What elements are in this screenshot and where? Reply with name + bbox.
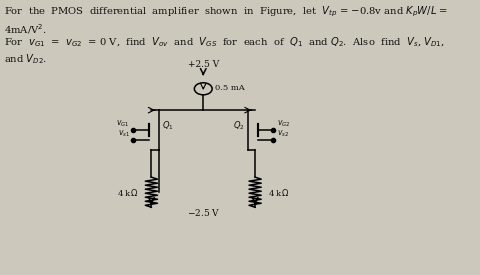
Text: $v_{s1}$: $v_{s1}$ bbox=[118, 129, 130, 139]
Text: $v_{s2}$: $v_{s2}$ bbox=[276, 129, 288, 139]
Text: $v_{G1}$: $v_{G1}$ bbox=[116, 118, 130, 129]
Text: $Q_2$: $Q_2$ bbox=[232, 120, 244, 132]
Text: $v_{G2}$: $v_{G2}$ bbox=[276, 118, 289, 129]
Text: For  $v_{G1}$  =  $v_{G2}$  = 0 V,  find  $V_{ov}$  and  $V_{GS}$  for  each  of: For $v_{G1}$ = $v_{G2}$ = 0 V, find $V_{… bbox=[4, 36, 444, 49]
Text: 4mA/V$^2$.: 4mA/V$^2$. bbox=[4, 22, 47, 36]
Text: +2.5 V: +2.5 V bbox=[187, 60, 218, 69]
Text: 4 k$\Omega$: 4 k$\Omega$ bbox=[267, 187, 288, 198]
Text: For  the  PMOS  differential  amplifier  shown  in  Figure,  let  $V_{tp}$ = $-$: For the PMOS differential amplifier show… bbox=[4, 5, 447, 19]
Text: $-$2.5 V: $-$2.5 V bbox=[186, 207, 219, 218]
Text: and $V_{D2}$.: and $V_{D2}$. bbox=[4, 53, 47, 67]
Text: 0.5 mA: 0.5 mA bbox=[215, 84, 245, 92]
Text: 4 k$\Omega$: 4 k$\Omega$ bbox=[117, 187, 138, 198]
Text: $Q_1$: $Q_1$ bbox=[162, 120, 173, 132]
